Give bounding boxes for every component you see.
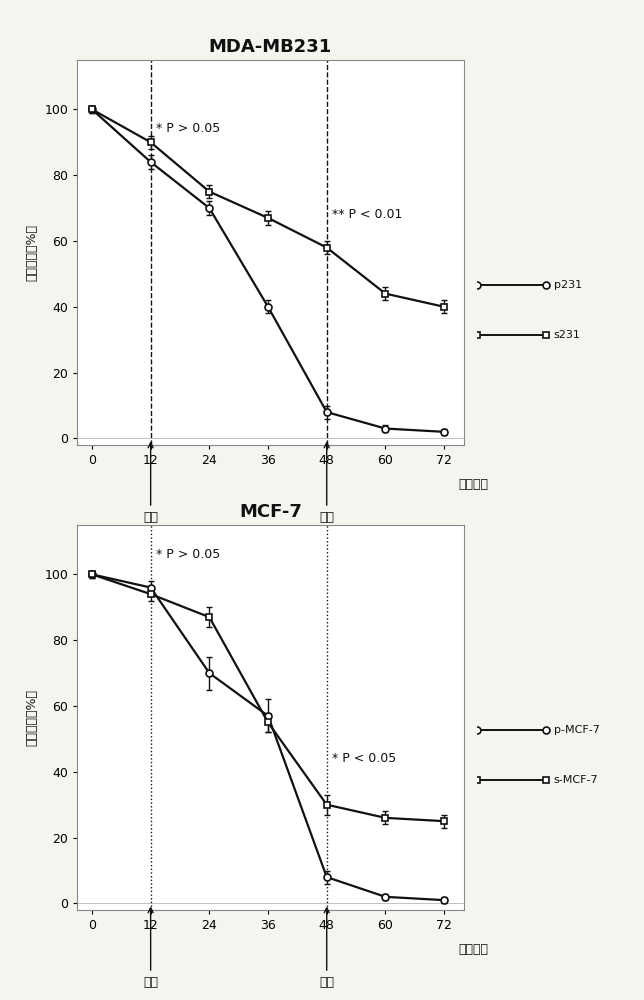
p231 (440, 426, 448, 438)
Text: 早期: 早期 (143, 908, 158, 989)
s231 (147, 136, 155, 148)
Text: * P < 0.05: * P < 0.05 (332, 752, 396, 765)
p231 (323, 406, 330, 418)
p-MCF-7 (264, 710, 272, 722)
Text: * P > 0.05: * P > 0.05 (156, 122, 220, 135)
p231 (205, 202, 213, 214)
p231 (264, 301, 272, 313)
s-MCF-7 (323, 799, 330, 811)
s-MCF-7 (205, 611, 213, 623)
p-MCF-7 (147, 582, 155, 594)
Text: （小时）: （小时） (459, 943, 489, 956)
Text: p231: p231 (554, 280, 582, 290)
Text: 后期: 后期 (319, 908, 334, 989)
s231 (323, 242, 330, 254)
Text: * P > 0.05: * P > 0.05 (156, 548, 220, 561)
Text: （小时）: （小时） (459, 478, 489, 491)
Line: s231: s231 (88, 106, 448, 310)
s231 (381, 288, 389, 300)
Text: s231: s231 (554, 330, 581, 340)
p-MCF-7 (440, 894, 448, 906)
s-MCF-7 (381, 812, 389, 824)
s-MCF-7 (264, 716, 272, 728)
s-MCF-7 (147, 588, 155, 600)
Y-axis label: 细胞活力（%）: 细胞活力（%） (26, 224, 39, 281)
p231 (147, 156, 155, 168)
Title: MDA-MB231: MDA-MB231 (209, 38, 332, 56)
Title: MCF-7: MCF-7 (239, 503, 302, 521)
Line: p-MCF-7: p-MCF-7 (88, 571, 448, 904)
Text: 后期: 后期 (319, 443, 334, 524)
p-MCF-7 (323, 871, 330, 883)
Text: ** P < 0.01: ** P < 0.01 (332, 208, 402, 221)
s231 (264, 212, 272, 224)
s231 (205, 186, 213, 198)
Y-axis label: 细胞活力（%）: 细胞活力（%） (26, 689, 39, 746)
Text: s-MCF-7: s-MCF-7 (554, 775, 598, 785)
p-MCF-7 (88, 568, 96, 580)
Text: p-MCF-7: p-MCF-7 (554, 725, 600, 735)
s-MCF-7 (440, 815, 448, 827)
s231 (440, 301, 448, 313)
p-MCF-7 (381, 891, 389, 903)
Text: 早期: 早期 (143, 443, 158, 524)
Line: p231: p231 (88, 106, 448, 435)
s-MCF-7 (88, 568, 96, 580)
p231 (88, 103, 96, 115)
Line: s-MCF-7: s-MCF-7 (88, 571, 448, 825)
s231 (88, 103, 96, 115)
p-MCF-7 (205, 667, 213, 679)
p231 (381, 423, 389, 435)
